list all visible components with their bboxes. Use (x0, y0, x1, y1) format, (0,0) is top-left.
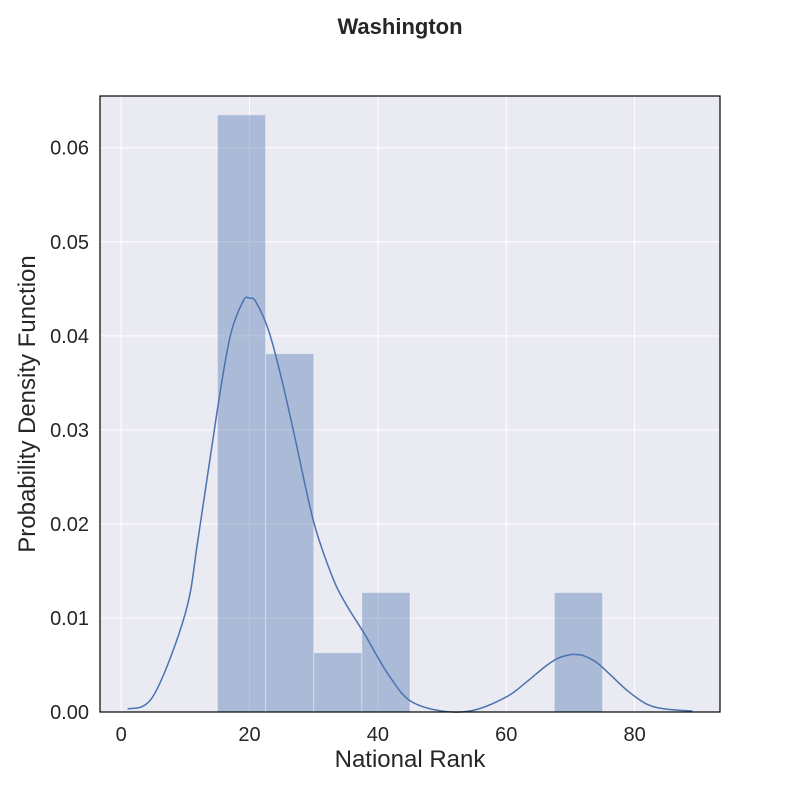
kde-curve (127, 296, 693, 713)
y-tick-label: 0.02 (50, 514, 89, 536)
y-tick-label: 0.05 (50, 232, 89, 254)
x-tick-label: 0 (116, 724, 127, 746)
histogram-bar (265, 353, 315, 713)
histogram-bar (361, 592, 411, 713)
y-tick-label: 0.00 (50, 702, 89, 724)
histogram-bar (216, 114, 267, 713)
kde-curve-layer (127, 296, 693, 713)
chart-title: Washington (337, 14, 462, 39)
y-axis-label: Probability Density Function (14, 255, 41, 552)
y-tick-label: 0.04 (50, 326, 89, 348)
grid-lines (100, 96, 720, 713)
x-tick-label: 80 (624, 724, 646, 746)
y-tick-label: 0.06 (50, 138, 89, 160)
x-axis-label: National Rank (335, 746, 487, 773)
x-tick-label: 60 (495, 724, 517, 746)
x-tick-label: 40 (367, 724, 389, 746)
y-tick-label: 0.01 (50, 608, 89, 630)
tick-labels: 0 20 40 60 80 0.00 0.01 0.02 0.03 0.04 0.05 0.06 (50, 138, 646, 746)
plot-frame (99, 95, 721, 713)
plot-area-background (100, 96, 720, 712)
y-tick-label: 0.03 (50, 420, 89, 442)
histogram-bars (216, 114, 604, 713)
x-tick-label: 20 (238, 724, 260, 746)
histogram-bar (553, 592, 604, 713)
histogram-bar (313, 652, 363, 713)
